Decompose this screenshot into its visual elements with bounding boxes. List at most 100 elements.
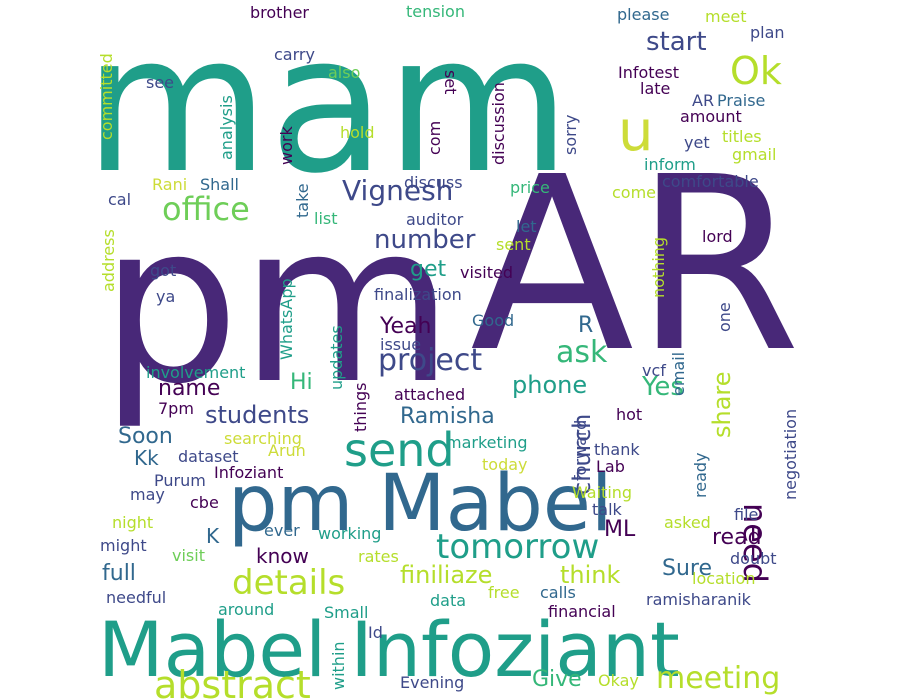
- word-need: need: [736, 503, 774, 583]
- word-needful: needful: [106, 588, 166, 607]
- word-ready: ready: [691, 453, 710, 499]
- word-pm-mabel: pm Mabel: [228, 459, 613, 549]
- word-please: please: [617, 5, 669, 24]
- word-doubt: doubt: [730, 549, 777, 568]
- word-finiliaze: finiliaze: [400, 561, 492, 589]
- word-work: work: [277, 126, 296, 165]
- word-ever: ever: [264, 521, 300, 540]
- word-purum: Purum: [154, 471, 206, 490]
- word-yeah: Yeah: [379, 314, 431, 339]
- word-ar: AR: [692, 91, 714, 110]
- word-mam: mam: [84, 0, 571, 215]
- word-church: church: [568, 414, 596, 495]
- word-cloud-words: mam AR pm Mabel Infoziant pm Mabel u Ok office V…: [84, 0, 801, 700]
- word-id: Id: [368, 623, 383, 642]
- word-7pm: 7pm: [158, 399, 194, 418]
- word-updates: updates: [327, 325, 346, 390]
- word-details: details: [232, 563, 345, 603]
- word-ramisha: Ramisha: [400, 404, 495, 429]
- word-titles: titles: [722, 127, 762, 146]
- word-small: Small: [324, 603, 368, 622]
- word-yet: yet: [684, 133, 710, 152]
- word-arun: Arun: [268, 441, 306, 460]
- word-auditor: auditor: [406, 210, 464, 229]
- word-take: take: [293, 183, 312, 218]
- word-file: file: [734, 505, 758, 524]
- word-sent: sent: [496, 235, 531, 254]
- word-okay: Okay: [598, 671, 639, 690]
- word-tension: tension: [406, 2, 465, 21]
- word-ya: ya: [156, 287, 175, 306]
- word-set: set: [441, 70, 460, 94]
- word-cal: cal: [108, 190, 131, 209]
- word-gmail: gmail: [732, 145, 776, 164]
- word-full: full: [102, 561, 136, 586]
- word-praise: Praise: [717, 91, 765, 110]
- word-get: get: [410, 257, 447, 282]
- word-meeting: meeting: [656, 661, 780, 696]
- word-financial: financial: [548, 602, 616, 621]
- word-hi: Hi: [290, 370, 313, 395]
- word-rani: Rani: [152, 175, 187, 194]
- word-evening: Evening: [400, 673, 464, 692]
- word-around: around: [218, 600, 274, 619]
- word-good: Good: [472, 311, 514, 330]
- word-rates: rates: [358, 547, 399, 566]
- word-think: think: [560, 561, 621, 589]
- word-analysis: analysis: [217, 95, 236, 160]
- word-u: u: [618, 99, 654, 164]
- word-today: today: [482, 455, 528, 474]
- word-committed: committed: [97, 53, 116, 140]
- word-got: got: [150, 261, 176, 280]
- word-know: know: [256, 544, 309, 568]
- word-infoziant: Infoziant: [214, 463, 283, 482]
- word-vcf: vcf: [642, 361, 666, 380]
- word-address: address: [99, 229, 118, 292]
- word-also: also: [328, 63, 360, 82]
- word-email: email: [669, 352, 688, 396]
- word-sorry: sorry: [561, 115, 580, 155]
- word-see: see: [146, 73, 174, 92]
- word-students: students: [205, 401, 309, 429]
- word-ml: ML: [604, 517, 636, 542]
- word-ok: Ok: [730, 49, 782, 93]
- word-discussion: discussion: [489, 82, 508, 165]
- word-pm: pm: [100, 176, 454, 432]
- word-comfortable: comfortable: [662, 172, 759, 191]
- word-dataset: dataset: [178, 447, 239, 466]
- word-visited: visited: [460, 263, 513, 282]
- word-abstract: abstract: [154, 663, 311, 700]
- word-inform: inform: [644, 155, 696, 174]
- word-late: late: [640, 79, 670, 98]
- word-ask: ask: [556, 335, 608, 370]
- word-tomorrow: tomorrow: [436, 527, 599, 567]
- word-lab: Lab: [596, 457, 625, 476]
- word-things: things: [351, 383, 370, 433]
- word-mabel-infoziant: Mabel Infoziant: [98, 605, 680, 694]
- word-let: let: [516, 217, 537, 236]
- word-discuss: discuss: [404, 173, 463, 192]
- word-calls: calls: [540, 583, 576, 602]
- word-brother: brother: [250, 3, 309, 22]
- word-send: send: [344, 423, 455, 477]
- word-soon: Soon: [118, 424, 173, 449]
- word-give: Give: [532, 667, 582, 692]
- word-working: working: [318, 524, 381, 543]
- word-visit: visit: [172, 546, 205, 565]
- word-office: office: [162, 190, 250, 228]
- word-sure: Sure: [662, 556, 712, 581]
- word-asked: asked: [664, 513, 711, 532]
- word-shall: Shall: [200, 175, 239, 194]
- word-free: free: [488, 583, 520, 602]
- word-come: come: [612, 183, 656, 202]
- word-searching: searching: [224, 429, 302, 448]
- word-issue: issue: [380, 335, 421, 354]
- word-ramisharanik: ramisharanik: [646, 590, 752, 609]
- word-vignesh: Vignesh: [342, 174, 453, 207]
- word-name: name: [158, 376, 220, 401]
- word-carry: carry: [274, 45, 315, 64]
- word-project: project: [378, 343, 482, 378]
- word-lord: lord: [702, 227, 733, 246]
- word-r: R: [578, 313, 593, 338]
